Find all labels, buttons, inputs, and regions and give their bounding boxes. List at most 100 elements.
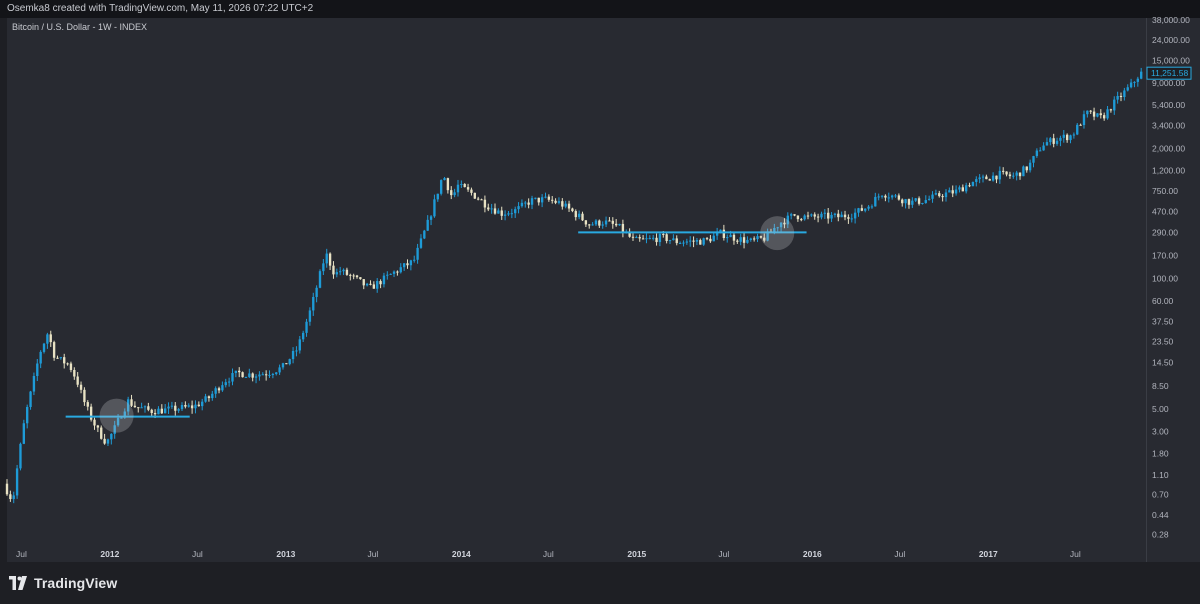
candle-body — [1028, 162, 1032, 171]
candle-body — [349, 274, 352, 276]
candle-body — [840, 214, 843, 218]
candle-body — [756, 236, 759, 240]
candle-body — [15, 468, 19, 496]
candle-body — [291, 350, 295, 360]
price-chart[interactable]: 38,000.00 24,000.00 15,000.00 9,000.00 5,400… — [0, 0, 1200, 562]
candle-body — [547, 196, 551, 200]
candle-body — [342, 269, 345, 272]
candle-body — [682, 242, 685, 244]
x-tick-label: Jul — [718, 549, 729, 559]
candle-body — [991, 175, 995, 181]
candle-body — [995, 175, 998, 180]
candle-body — [638, 237, 641, 239]
candle-body — [9, 494, 12, 500]
candle-body — [1012, 175, 1015, 177]
candle-body — [288, 359, 291, 365]
x-tick-label: Jul — [1070, 549, 1081, 559]
candle-body — [786, 215, 789, 225]
candle-body — [672, 238, 675, 241]
candle-body — [1042, 145, 1045, 151]
candle-body — [352, 275, 355, 277]
candle-body — [231, 373, 234, 382]
candle-body — [820, 213, 823, 218]
candle-body — [190, 405, 194, 409]
candle-body — [965, 185, 968, 192]
candle-body — [312, 296, 315, 311]
candle-body — [103, 438, 106, 444]
candle-body — [678, 242, 682, 244]
candle-body — [281, 363, 285, 368]
candle-body — [466, 187, 470, 190]
candle-body — [490, 208, 493, 210]
candle-body — [527, 202, 530, 205]
symbol-title[interactable]: Bitcoin / U.S. Dollar - 1W - INDEX — [12, 22, 148, 32]
y-tick-label: 0.70 — [1152, 490, 1169, 500]
candle-body — [847, 217, 850, 219]
candle-body — [160, 408, 163, 414]
candle-body — [759, 236, 763, 238]
y-tick-label: 37.50 — [1152, 316, 1174, 326]
candle-body — [170, 405, 174, 407]
y-tick-label: 750.00 — [1152, 186, 1178, 196]
candle-body — [443, 178, 446, 181]
candle-body — [823, 212, 827, 214]
candle-body — [59, 357, 63, 359]
candle-body — [1052, 138, 1055, 144]
y-tick-label: 1.10 — [1152, 470, 1169, 480]
candle-body — [1032, 156, 1035, 163]
candle-body — [904, 199, 907, 204]
candle-body — [133, 405, 137, 408]
candle-body — [938, 193, 941, 197]
candle-body — [392, 271, 396, 274]
x-tick-label: Jul — [894, 549, 905, 559]
candle-body — [157, 408, 160, 415]
candle-body — [201, 401, 204, 407]
candle-body — [951, 190, 954, 194]
candle-body — [1106, 109, 1109, 119]
candle-body — [456, 184, 460, 193]
candle-body — [436, 193, 439, 200]
brand[interactable]: TradingView — [8, 575, 117, 591]
candle-body — [746, 239, 749, 243]
candle-body — [739, 237, 742, 242]
candle-body — [921, 202, 924, 204]
candle-body — [386, 274, 389, 276]
candle-body — [853, 212, 857, 219]
candle-body — [429, 216, 433, 220]
candle-body — [1119, 95, 1123, 98]
candle-body — [907, 199, 911, 205]
price-axis[interactable] — [1146, 18, 1200, 562]
candle-body — [460, 184, 463, 186]
candle-body — [318, 271, 322, 288]
candle-body — [1059, 137, 1062, 141]
candle-body — [42, 343, 46, 352]
candle-body — [126, 399, 130, 412]
candle-body — [130, 399, 133, 406]
candle-body — [662, 233, 665, 235]
candle-body — [658, 233, 662, 243]
x-tick-label: 2014 — [452, 549, 471, 559]
candle-body — [988, 179, 991, 181]
candle-body — [1005, 171, 1008, 175]
chart-pane[interactable] — [7, 18, 1146, 562]
y-tick-label: 1,200.00 — [1152, 166, 1185, 176]
candle-body — [998, 170, 1002, 180]
candle-body — [793, 214, 796, 216]
candle-body — [73, 369, 76, 377]
candle-body — [1018, 172, 1022, 177]
candle-body — [106, 439, 110, 444]
candle-body — [143, 406, 147, 408]
candle-body — [56, 357, 59, 359]
candle-body — [1099, 113, 1102, 116]
candle-body — [221, 385, 224, 391]
candle-body — [332, 265, 335, 275]
candle-body — [705, 238, 709, 240]
candle-body — [985, 176, 988, 180]
candle-body — [217, 388, 221, 391]
candle-body — [635, 237, 638, 239]
candle-body — [433, 199, 436, 217]
candle-body — [1015, 172, 1018, 176]
candle-body — [328, 253, 332, 266]
candle-body — [325, 253, 328, 264]
candle-body — [184, 405, 187, 407]
